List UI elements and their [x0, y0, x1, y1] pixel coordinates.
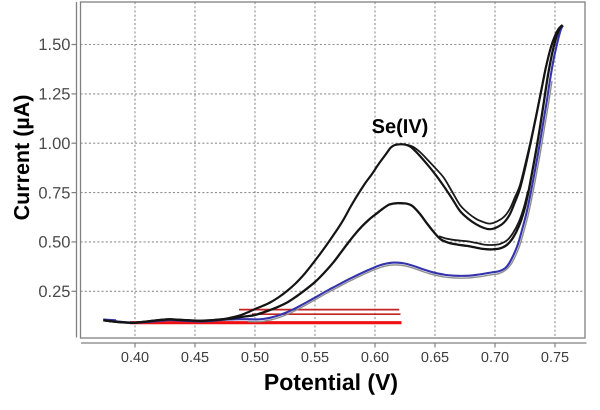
- svg-text:0.50: 0.50: [241, 350, 269, 366]
- svg-text:0.75: 0.75: [38, 184, 70, 202]
- svg-text:0.65: 0.65: [421, 350, 449, 366]
- svg-text:0.75: 0.75: [541, 350, 569, 366]
- svg-text:0.45: 0.45: [181, 350, 209, 366]
- svg-text:0.25: 0.25: [38, 283, 70, 301]
- svg-text:0.55: 0.55: [301, 350, 329, 366]
- svg-text:1.00: 1.00: [38, 135, 70, 153]
- svg-text:1.50: 1.50: [38, 36, 70, 54]
- svg-text:1.25: 1.25: [38, 86, 70, 104]
- svg-text:0.40: 0.40: [121, 350, 149, 366]
- svg-text:0.70: 0.70: [481, 350, 509, 366]
- svg-text:Current (µA): Current (µA): [10, 95, 34, 221]
- svg-text:Se(IV): Se(IV): [372, 116, 429, 138]
- svg-text:0.60: 0.60: [361, 350, 389, 366]
- svg-text:0.50: 0.50: [38, 234, 70, 252]
- svg-text:Potential (V): Potential (V): [264, 369, 398, 395]
